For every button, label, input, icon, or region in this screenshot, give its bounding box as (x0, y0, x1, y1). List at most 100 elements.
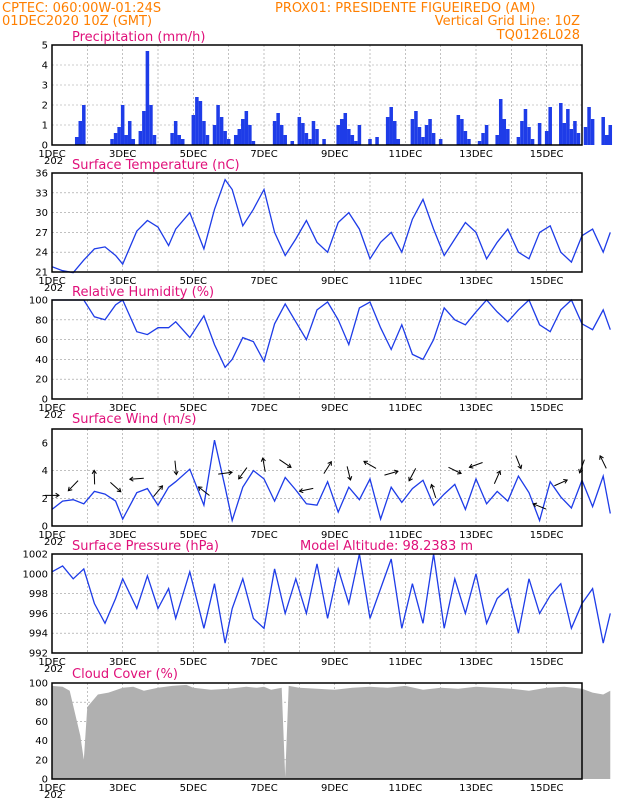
precip-bar (601, 117, 605, 145)
precip-bar (195, 97, 199, 145)
precip-bar (216, 105, 220, 145)
pressure-y-tick-label: 1000 (23, 569, 48, 580)
cloud-y-tick-label: 100 (29, 679, 48, 690)
precip-panel: 0 1 2 3 4 5 1DEC 3DEC 5DEC 7DEC 9DEC 11DEC 13DEC 15DE… (38, 41, 613, 167)
temperature-x-tick-label: 13DEC (459, 276, 493, 287)
precip-plot-frame (51, 44, 583, 146)
precip-bar (336, 125, 340, 145)
wind-direction-arrow (197, 486, 210, 496)
humidity-x-tick-label: 7DEC (250, 403, 277, 414)
precip-bar (428, 119, 432, 145)
precip-bar (506, 129, 510, 145)
cloud-y-tick-label: 60 (35, 717, 48, 728)
precip-y-tick-label: 2 (42, 101, 48, 112)
humidity-panel-title: Relative Humidity (%) (72, 285, 214, 300)
wind-y-tick-label: 6 (42, 438, 48, 449)
precip-bar (460, 119, 464, 145)
precip-bar (527, 127, 531, 145)
wind-direction-arrow (599, 454, 607, 469)
precip-bar (385, 117, 390, 145)
precip-bar (233, 135, 238, 145)
cloud-x-tick-label: 11DEC (388, 783, 422, 794)
precip-bar (350, 135, 355, 145)
wind-direction-arrow (468, 462, 483, 469)
precip-y-tick-label: 4 (42, 61, 48, 72)
precip-bar (583, 127, 588, 145)
pressure-x-tick-label: 11DEC (388, 657, 422, 668)
wind-y-tick-label: 4 (42, 466, 48, 477)
precip-bar (495, 135, 499, 145)
precip-bar (308, 139, 312, 145)
precip-bar (559, 103, 563, 145)
temperature-y-tick-label: 36 (35, 169, 48, 180)
precip-bar (347, 129, 351, 145)
precip-bar (117, 127, 121, 145)
wind-direction-arrow (346, 466, 353, 481)
humidity-x-tick-label: 15DEC (530, 403, 564, 414)
temperature-series-line (51, 178, 611, 274)
pressure-x-tick-label: 5DEC (180, 657, 207, 668)
cloud-y-tick-label: 80 (35, 698, 48, 709)
precip-bar (301, 123, 305, 145)
precip-bar (604, 135, 609, 145)
precip-bar (414, 111, 418, 145)
header-station-coordinates: CPTEC: 060:00W-01:24S (2, 1, 161, 16)
precip-bar (396, 139, 401, 145)
pressure-panel-title: Surface Pressure (hPa) (72, 539, 219, 554)
precip-bar (74, 137, 79, 145)
precip-x-tick-label: 7DEC (250, 149, 277, 160)
wind-direction-arrow (260, 457, 266, 472)
wind-x-tick-label: 15DEC (530, 530, 564, 541)
precip-bar (272, 121, 277, 145)
cloud-x-tick-label: 3DEC (109, 783, 136, 794)
precip-bar (392, 121, 397, 145)
wind-direction-arrow (363, 460, 377, 469)
precip-bar (297, 117, 302, 145)
precip-bar (463, 131, 468, 145)
precip-bar (467, 139, 471, 145)
precip-bar (219, 117, 224, 145)
precip-bar (120, 105, 125, 145)
precip-y-tick-label: 5 (42, 41, 48, 52)
pressure-x-tick-label: 15DEC (530, 657, 564, 668)
pressure-x-tick-label: 9DEC (321, 657, 348, 668)
cloud-x-tick-label: 1DEC (38, 783, 65, 794)
precip-bar (170, 133, 174, 145)
header-run-date: 01DEC2020 10Z (GMT) (2, 14, 152, 29)
precip-bar (438, 139, 443, 145)
precip-bar (251, 141, 256, 145)
precip-bar (569, 129, 574, 145)
precip-x-tick-label: 11DEC (388, 149, 422, 160)
precip-bar (145, 51, 150, 145)
pressure-x-tick-label: 1DEC (38, 657, 65, 668)
precip-bar (417, 127, 422, 145)
cloud-x-tick-label: 13DEC (459, 783, 493, 794)
wind-direction-arrow (384, 469, 399, 476)
wind-x-tick-label: 1DEC (38, 530, 65, 541)
cloud-cover-area (52, 684, 611, 779)
precip-bar (587, 107, 591, 145)
precip-bar (530, 139, 535, 145)
precip-bar (498, 99, 503, 145)
precip-bar (456, 115, 461, 145)
model-altitude-label: Model Altitude: 98.2383 m (300, 539, 473, 554)
humidity-y-tick-label: 60 (35, 335, 48, 346)
precip-bar (421, 137, 425, 145)
temperature-plot-frame (51, 172, 583, 273)
humidity-plot-frame (51, 299, 583, 400)
precip-bar (548, 107, 552, 145)
wind-direction-arrow (238, 467, 248, 480)
wind-plot-frame (51, 428, 583, 527)
wind-direction-arrow (515, 455, 523, 470)
humidity-y-tick-label: 0 (42, 395, 48, 406)
temperature-y-tick-label: 27 (35, 228, 48, 239)
precip-bar (354, 141, 358, 145)
cloud-panel-title: Cloud Cover (%) (72, 667, 178, 682)
pressure-x-tick-label: 3DEC (109, 657, 136, 668)
wind-direction-arrow (153, 485, 164, 497)
precip-bar (276, 113, 280, 145)
precip-bar (389, 107, 393, 145)
pressure-plot-frame (51, 553, 583, 654)
precip-y-tick-label: 3 (42, 81, 48, 92)
temperature-panel: 21 24 27 30 33 36 1DEC 3DEC 5DEC 7DEC 9DEC 11DEC 13D… (35, 169, 611, 294)
